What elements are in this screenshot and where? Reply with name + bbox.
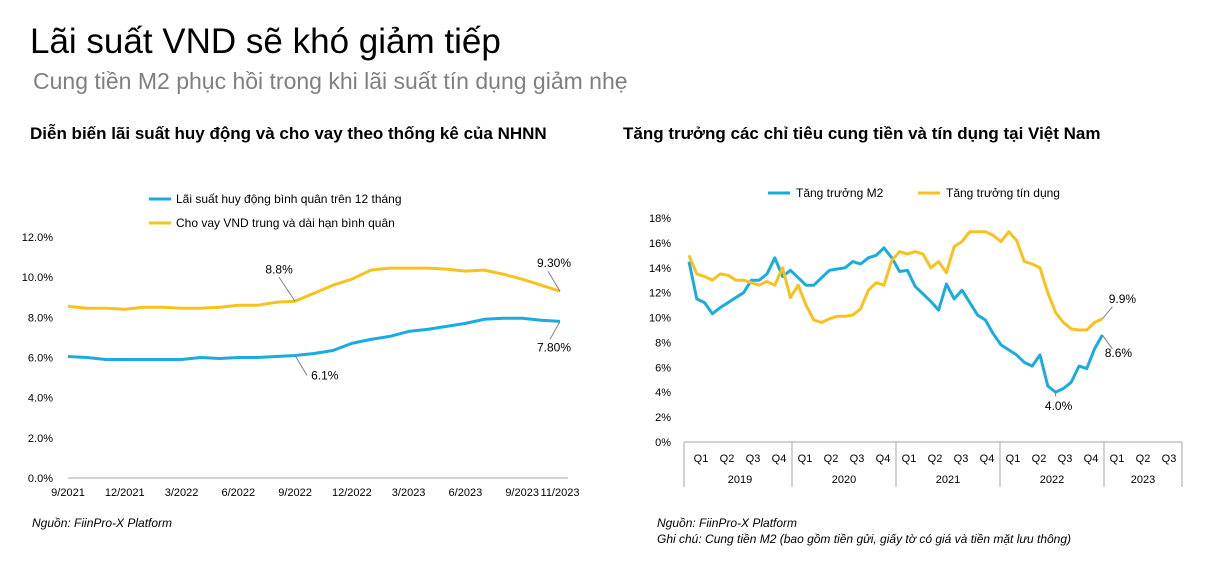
x-quarter-label: Q4 — [772, 453, 787, 465]
legend-label: Cho vay VND trung và dài hạn bình quân — [176, 216, 395, 230]
chart-title-interest-rates: Diễn biến lãi suất huy động và cho vay t… — [30, 124, 547, 143]
x-tick-label: 3/2023 — [392, 487, 426, 499]
interest-rate-line-chart: 0.0% 2.0% 4.0% 6.0% 8.0% 10.0% 12.0% 9/2021 12/2… — [22, 192, 580, 499]
annotation-leader — [294, 355, 308, 376]
series-line-m2-growth — [687, 246, 1104, 394]
x-quarter-label: Q3 — [746, 453, 761, 465]
x-quarter-label: Q1 — [902, 453, 917, 465]
x-tick-label: 9/2023 — [505, 487, 539, 499]
x-year-label: 2020 — [832, 474, 856, 486]
data-label: 8.8% — [265, 262, 293, 276]
x-quarter-label: Q1 — [694, 453, 709, 465]
data-label: 9.9% — [1109, 292, 1137, 306]
chart-note-right: Ghi chú: Cung tiền M2 (bao gồm tiền gửi,… — [657, 532, 1072, 546]
annotation-leader — [1102, 306, 1113, 320]
annotation-leader — [547, 270, 561, 292]
y-tick-label: 4% — [655, 387, 671, 399]
x-quarter-label: Q2 — [1032, 453, 1047, 465]
y-tick-label: 6.0% — [28, 353, 53, 365]
y-tick-label: 12% — [649, 288, 671, 300]
y-tick-label: 16% — [649, 238, 671, 250]
series-line-deposit-rate — [67, 316, 561, 361]
legend-label: Tăng trưởng M2 — [796, 186, 884, 200]
x-quarter-label: Q3 — [850, 453, 865, 465]
y-tick-label: 2.0% — [28, 433, 53, 445]
x-year-label: 2023 — [1131, 474, 1155, 486]
x-quarter-label: Q2 — [1136, 453, 1151, 465]
annotation-leader — [1101, 334, 1113, 350]
source-note-left: Nguồn: FiinPro-X Platform — [32, 516, 173, 530]
y-tick-label: 0% — [655, 437, 671, 449]
x-tick-label: 12/2021 — [105, 487, 145, 499]
legend-label: Lãi suất huy động bình quân trên 12 thán… — [176, 192, 402, 206]
x-quarter-label: Q2 — [720, 453, 735, 465]
x-year-label: 2019 — [728, 474, 752, 486]
page-subtitle: Cung tiền M2 phục hồi trong khi lãi suất… — [33, 68, 628, 94]
y-tick-label: 18% — [649, 213, 671, 225]
x-tick-label: 9/2021 — [51, 487, 85, 499]
x-tick-label: 11/2023 — [541, 487, 580, 499]
data-label: 7.80% — [537, 340, 571, 354]
y-tick-label: 6% — [655, 362, 671, 374]
x-quarter-label: Q2 — [928, 453, 943, 465]
series-line-credit-growth — [687, 230, 1104, 332]
x-year-label: 2021 — [936, 474, 960, 486]
x-quarter-label: Q1 — [1110, 453, 1125, 465]
y-tick-label: 10.0% — [22, 272, 53, 284]
x-tick-label: 6/2022 — [221, 487, 255, 499]
x-tick-label: 6/2023 — [449, 487, 483, 499]
annotation-leader — [549, 321, 561, 340]
y-tick-label: 0.0% — [28, 473, 53, 485]
x-quarter-label: Q4 — [980, 453, 995, 465]
y-tick-label: 14% — [649, 263, 671, 275]
x-quarter-label: Q3 — [1058, 453, 1073, 465]
y-tick-label: 8.0% — [28, 312, 53, 324]
x-quarter-label: Q4 — [876, 453, 891, 465]
y-tick-label: 12.0% — [22, 232, 53, 244]
x-quarter-label: Q3 — [954, 453, 969, 465]
y-tick-label: 8% — [655, 337, 671, 349]
data-label: 8.6% — [1105, 346, 1133, 360]
source-note-right: Nguồn: FiinPro-X Platform — [657, 516, 798, 530]
annotation-leader — [278, 276, 296, 302]
y-tick-label: 10% — [649, 313, 671, 325]
data-label: 4.0% — [1045, 399, 1073, 413]
x-tick-label: 9/2022 — [278, 487, 312, 499]
x-year-label: 2022 — [1040, 474, 1064, 486]
x-quarter-label: Q4 — [1084, 453, 1099, 465]
x-quarter-label: Q1 — [798, 453, 813, 465]
x-quarter-label: Q3 — [1162, 453, 1177, 465]
x-tick-label: 12/2022 — [332, 487, 372, 499]
y-tick-label: 2% — [655, 412, 671, 424]
legend-label: Tăng trưởng tín dụng — [946, 186, 1060, 200]
chart-title-money-supply: Tăng trưởng các chỉ tiêu cung tiền và tí… — [623, 124, 1101, 143]
data-label: 9.30% — [537, 256, 571, 270]
x-quarter-label: Q1 — [1006, 453, 1021, 465]
y-tick-label: 4.0% — [28, 393, 53, 405]
x-tick-label: 3/2022 — [165, 487, 199, 499]
page-title: Lãi suất VND sẽ khó giảm tiếp — [30, 22, 501, 61]
data-label: 6.1% — [311, 368, 339, 382]
x-quarter-label: Q2 — [824, 453, 839, 465]
series-line-lending-rate — [67, 266, 561, 311]
